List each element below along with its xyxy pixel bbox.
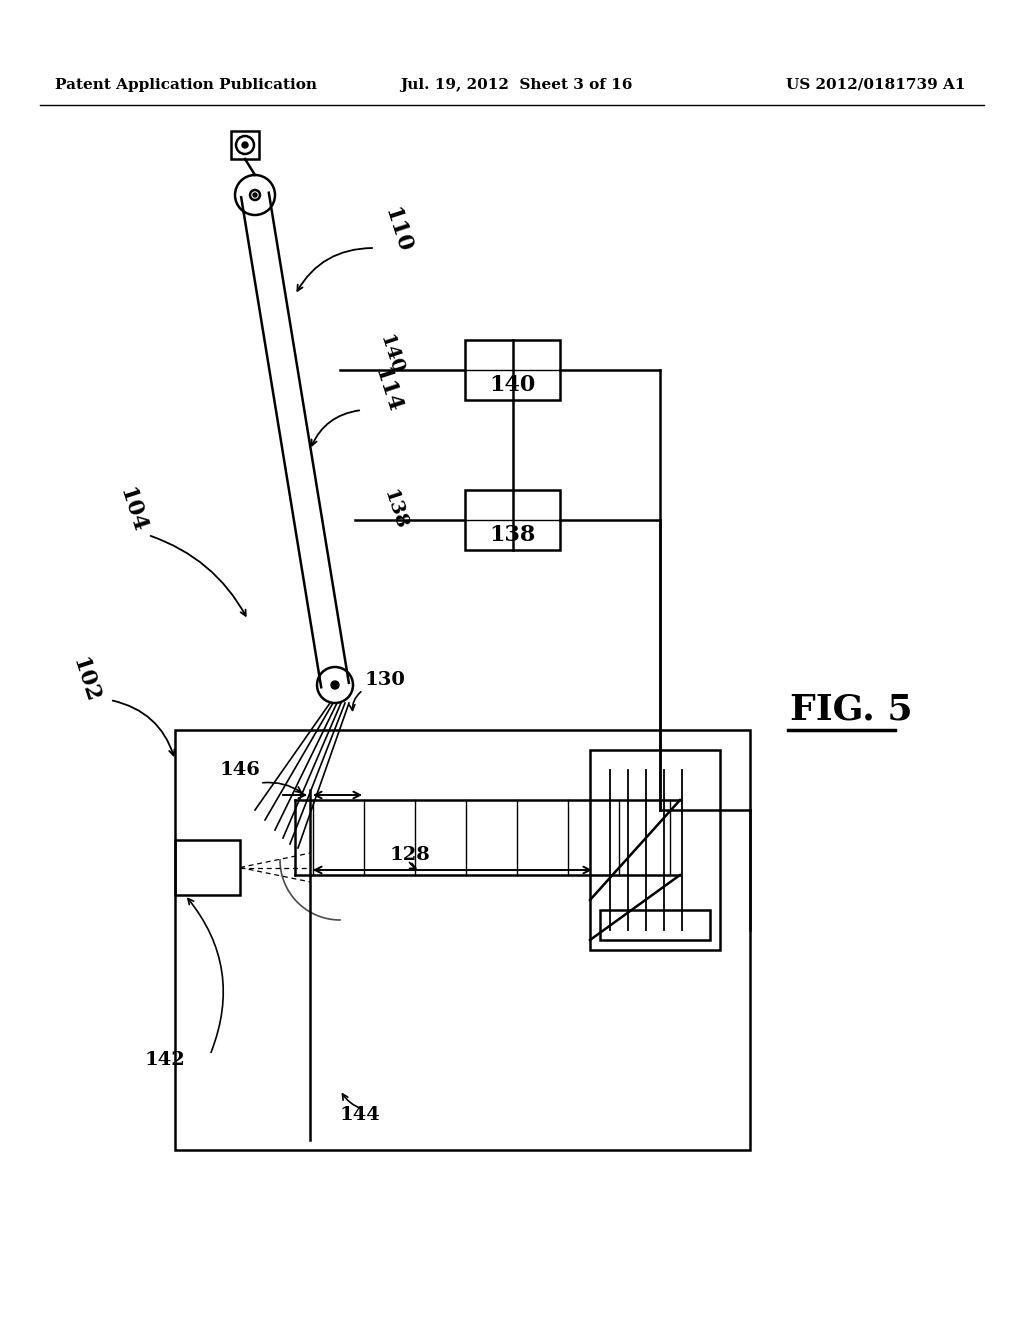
Text: 140: 140 [375, 333, 406, 378]
Text: 138: 138 [489, 524, 536, 546]
Text: 110: 110 [380, 205, 416, 256]
Text: 146: 146 [220, 762, 261, 779]
Bar [231, 131, 259, 158]
Text: US 2012/0181739 A1: US 2012/0181739 A1 [785, 78, 965, 92]
Text: 142: 142 [145, 1051, 185, 1069]
Text: 144: 144 [340, 1106, 381, 1125]
Text: Jul. 19, 2012  Sheet 3 of 16: Jul. 19, 2012 Sheet 3 of 16 [400, 78, 633, 92]
Bar [590, 750, 720, 950]
Bar [600, 909, 710, 940]
Text: 130: 130 [365, 671, 406, 689]
Text: 128: 128 [390, 846, 431, 865]
Circle shape [242, 143, 248, 148]
Text: 102: 102 [68, 655, 103, 705]
Text: 104: 104 [115, 484, 151, 536]
Bar [465, 341, 560, 400]
Text: 114: 114 [370, 364, 406, 416]
Bar [175, 840, 240, 895]
Text: 140: 140 [489, 374, 536, 396]
Text: Patent Application Publication: Patent Application Publication [55, 78, 317, 92]
Text: 138: 138 [380, 488, 410, 532]
Text: FIG. 5: FIG. 5 [790, 693, 912, 727]
Bar [465, 490, 560, 550]
Circle shape [253, 193, 257, 197]
Bar [175, 730, 750, 1150]
Circle shape [331, 681, 339, 689]
